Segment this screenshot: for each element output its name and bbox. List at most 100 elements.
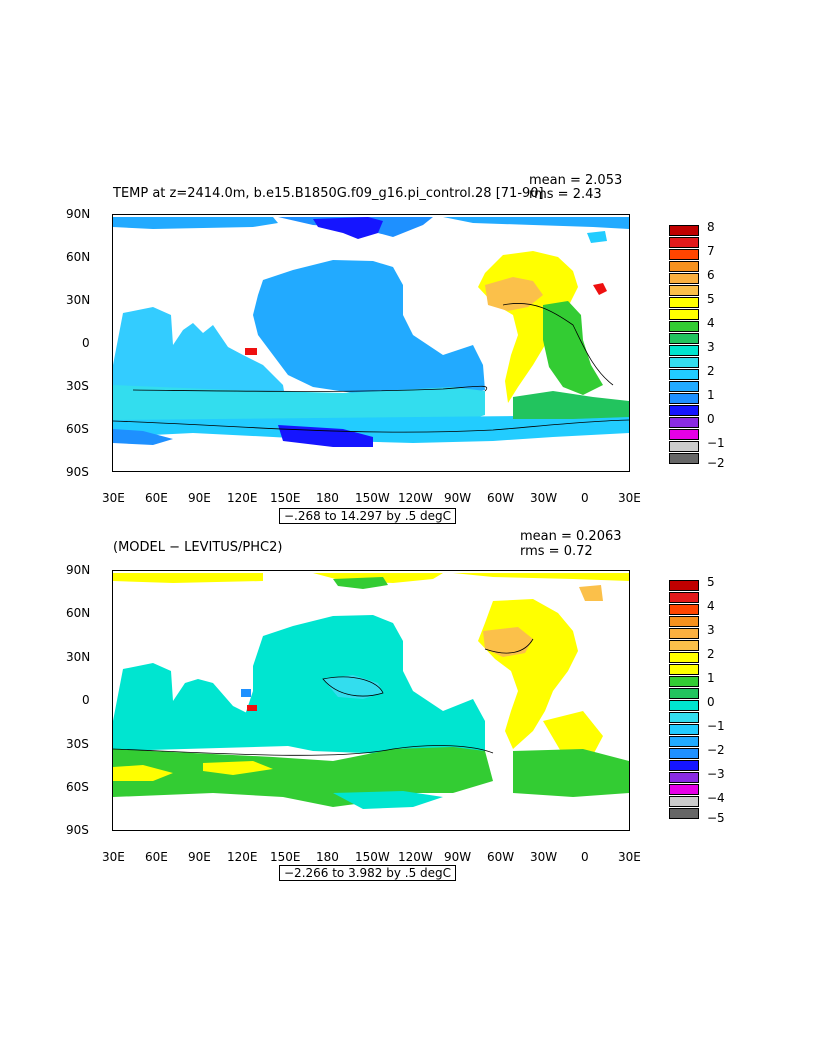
contour-line (502, 303, 614, 386)
panel2-lon-label: 120E (227, 850, 258, 864)
colorbar-label: 2 (707, 364, 715, 378)
panel1-lat-label: 30N (66, 293, 91, 307)
colorbar-label: 2 (707, 647, 715, 661)
panel1-lon-label: 180 (316, 491, 339, 505)
colorbar-swatch (669, 345, 699, 356)
panel1-lat-label: 90N (66, 207, 91, 221)
colorbar-swatch (669, 393, 699, 404)
colorbar-label: 0 (707, 412, 715, 426)
panel1-title: TEMP at z=2414.0m, b.e15.B1850G.f09_g16.… (113, 186, 544, 201)
ocean-region (113, 415, 629, 443)
panel1-lat-label: 0 (82, 336, 90, 350)
panel2-lon-label: 60E (145, 850, 168, 864)
colorbar-swatch (669, 760, 699, 771)
panel2-lon-label: 120W (398, 850, 433, 864)
colorbar-swatch (669, 297, 699, 308)
colorbar-label: 5 (707, 292, 715, 306)
panel1-lon-label: 30E (102, 491, 125, 505)
arctic-region (113, 217, 278, 229)
panel2-lon-label: 180 (316, 850, 339, 864)
colorbar-swatch (669, 808, 699, 819)
panel2-lon-label: 30W (530, 850, 558, 864)
colorbar-label: 3 (707, 623, 715, 637)
ocean-region (113, 663, 288, 751)
colorbar-swatch (669, 784, 699, 795)
panel1-lon-label: 120E (227, 491, 258, 505)
colorbar-label: 6 (707, 268, 715, 282)
colorbar-swatch (669, 604, 699, 615)
ocean-cell (241, 689, 251, 697)
colorbar-swatch (669, 261, 699, 272)
panel2-lat-label: 60S (66, 780, 89, 794)
colorbar-swatch (669, 628, 699, 639)
colorbar-label: −2 (707, 456, 725, 470)
colorbar-label: 3 (707, 340, 715, 354)
contour-line (484, 638, 534, 654)
contour-line (113, 419, 629, 433)
colorbar-label: 1 (707, 671, 715, 685)
arctic-region (587, 231, 607, 243)
colorbar-swatch (669, 273, 699, 284)
panel1-map (112, 214, 630, 472)
colorbar-label: 0 (707, 695, 715, 709)
hotspot (245, 348, 257, 355)
colorbar-swatch (669, 441, 699, 452)
panel1-lon-label: 120W (398, 491, 433, 505)
panel1-lon-label: 60W (487, 491, 515, 505)
colorbar-swatch (669, 285, 699, 296)
colorbar-label: 8 (707, 220, 715, 234)
arctic-region (313, 217, 383, 239)
colorbar-swatch (669, 309, 699, 320)
colorbar-label: 4 (707, 599, 715, 613)
colorbar-swatch (669, 417, 699, 428)
colorbar-label: 7 (707, 244, 715, 258)
colorbar-label: −1 (707, 719, 725, 733)
ocean-region (543, 711, 603, 755)
panel1-lon-label: 150E (270, 491, 301, 505)
panel1-lon-label: 30W (530, 491, 558, 505)
panel1-lon-label: 60E (145, 491, 168, 505)
panel2-rms: rms = 0.72 (520, 544, 593, 559)
colorbar-label: −5 (707, 811, 725, 825)
panel1-lat-label: 30S (66, 379, 89, 393)
panel2-lat-label: 0 (82, 693, 90, 707)
hotspot (247, 705, 257, 711)
colorbar-swatch (669, 429, 699, 440)
ocean-region (513, 391, 629, 419)
colorbar-swatch (669, 321, 699, 332)
panel2-lat-label: 60N (66, 606, 91, 620)
panel1-lon-label: 0 (581, 491, 589, 505)
arctic-region (113, 573, 263, 583)
colorbar-swatch (669, 381, 699, 392)
colorbar-label: −1 (707, 436, 725, 450)
panel2-title: (MODEL − LEVITUS/PHC2) (113, 540, 283, 555)
panel2-mean: mean = 0.2063 (520, 529, 622, 544)
ocean-region (253, 260, 485, 397)
colorbar-swatch (669, 724, 699, 735)
panel1-lat-label: 90S (66, 465, 89, 479)
panel1-lat-label: 60S (66, 422, 89, 436)
arctic-region (579, 585, 603, 601)
panel2-map (112, 570, 630, 831)
colorbar-swatch (669, 369, 699, 380)
ocean-region (113, 765, 173, 781)
colorbar-label: −2 (707, 743, 725, 757)
colorbar-label: −3 (707, 767, 725, 781)
panel2-range: −2.266 to 3.982 by .5 degC (279, 865, 457, 881)
panel2-lon-label: 90W (444, 850, 472, 864)
ocean-region (333, 791, 443, 809)
colorbar-swatch (669, 225, 699, 236)
panel2-lat-label: 30N (66, 650, 91, 664)
panel1-map-svg (113, 217, 629, 447)
contour-line (322, 676, 384, 697)
colorbar-swatch (669, 712, 699, 723)
colorbar-swatch (669, 357, 699, 368)
arctic-region (453, 573, 629, 581)
panel2-lon-label: 60W (487, 850, 515, 864)
panel2-lon-label: 150W (355, 850, 390, 864)
panel1-rms: rms = 2.43 (529, 187, 602, 202)
colorbar-swatch (669, 453, 699, 464)
ocean-region (278, 425, 373, 447)
colorbar-swatch (669, 652, 699, 663)
panel2-map-svg (113, 573, 629, 809)
